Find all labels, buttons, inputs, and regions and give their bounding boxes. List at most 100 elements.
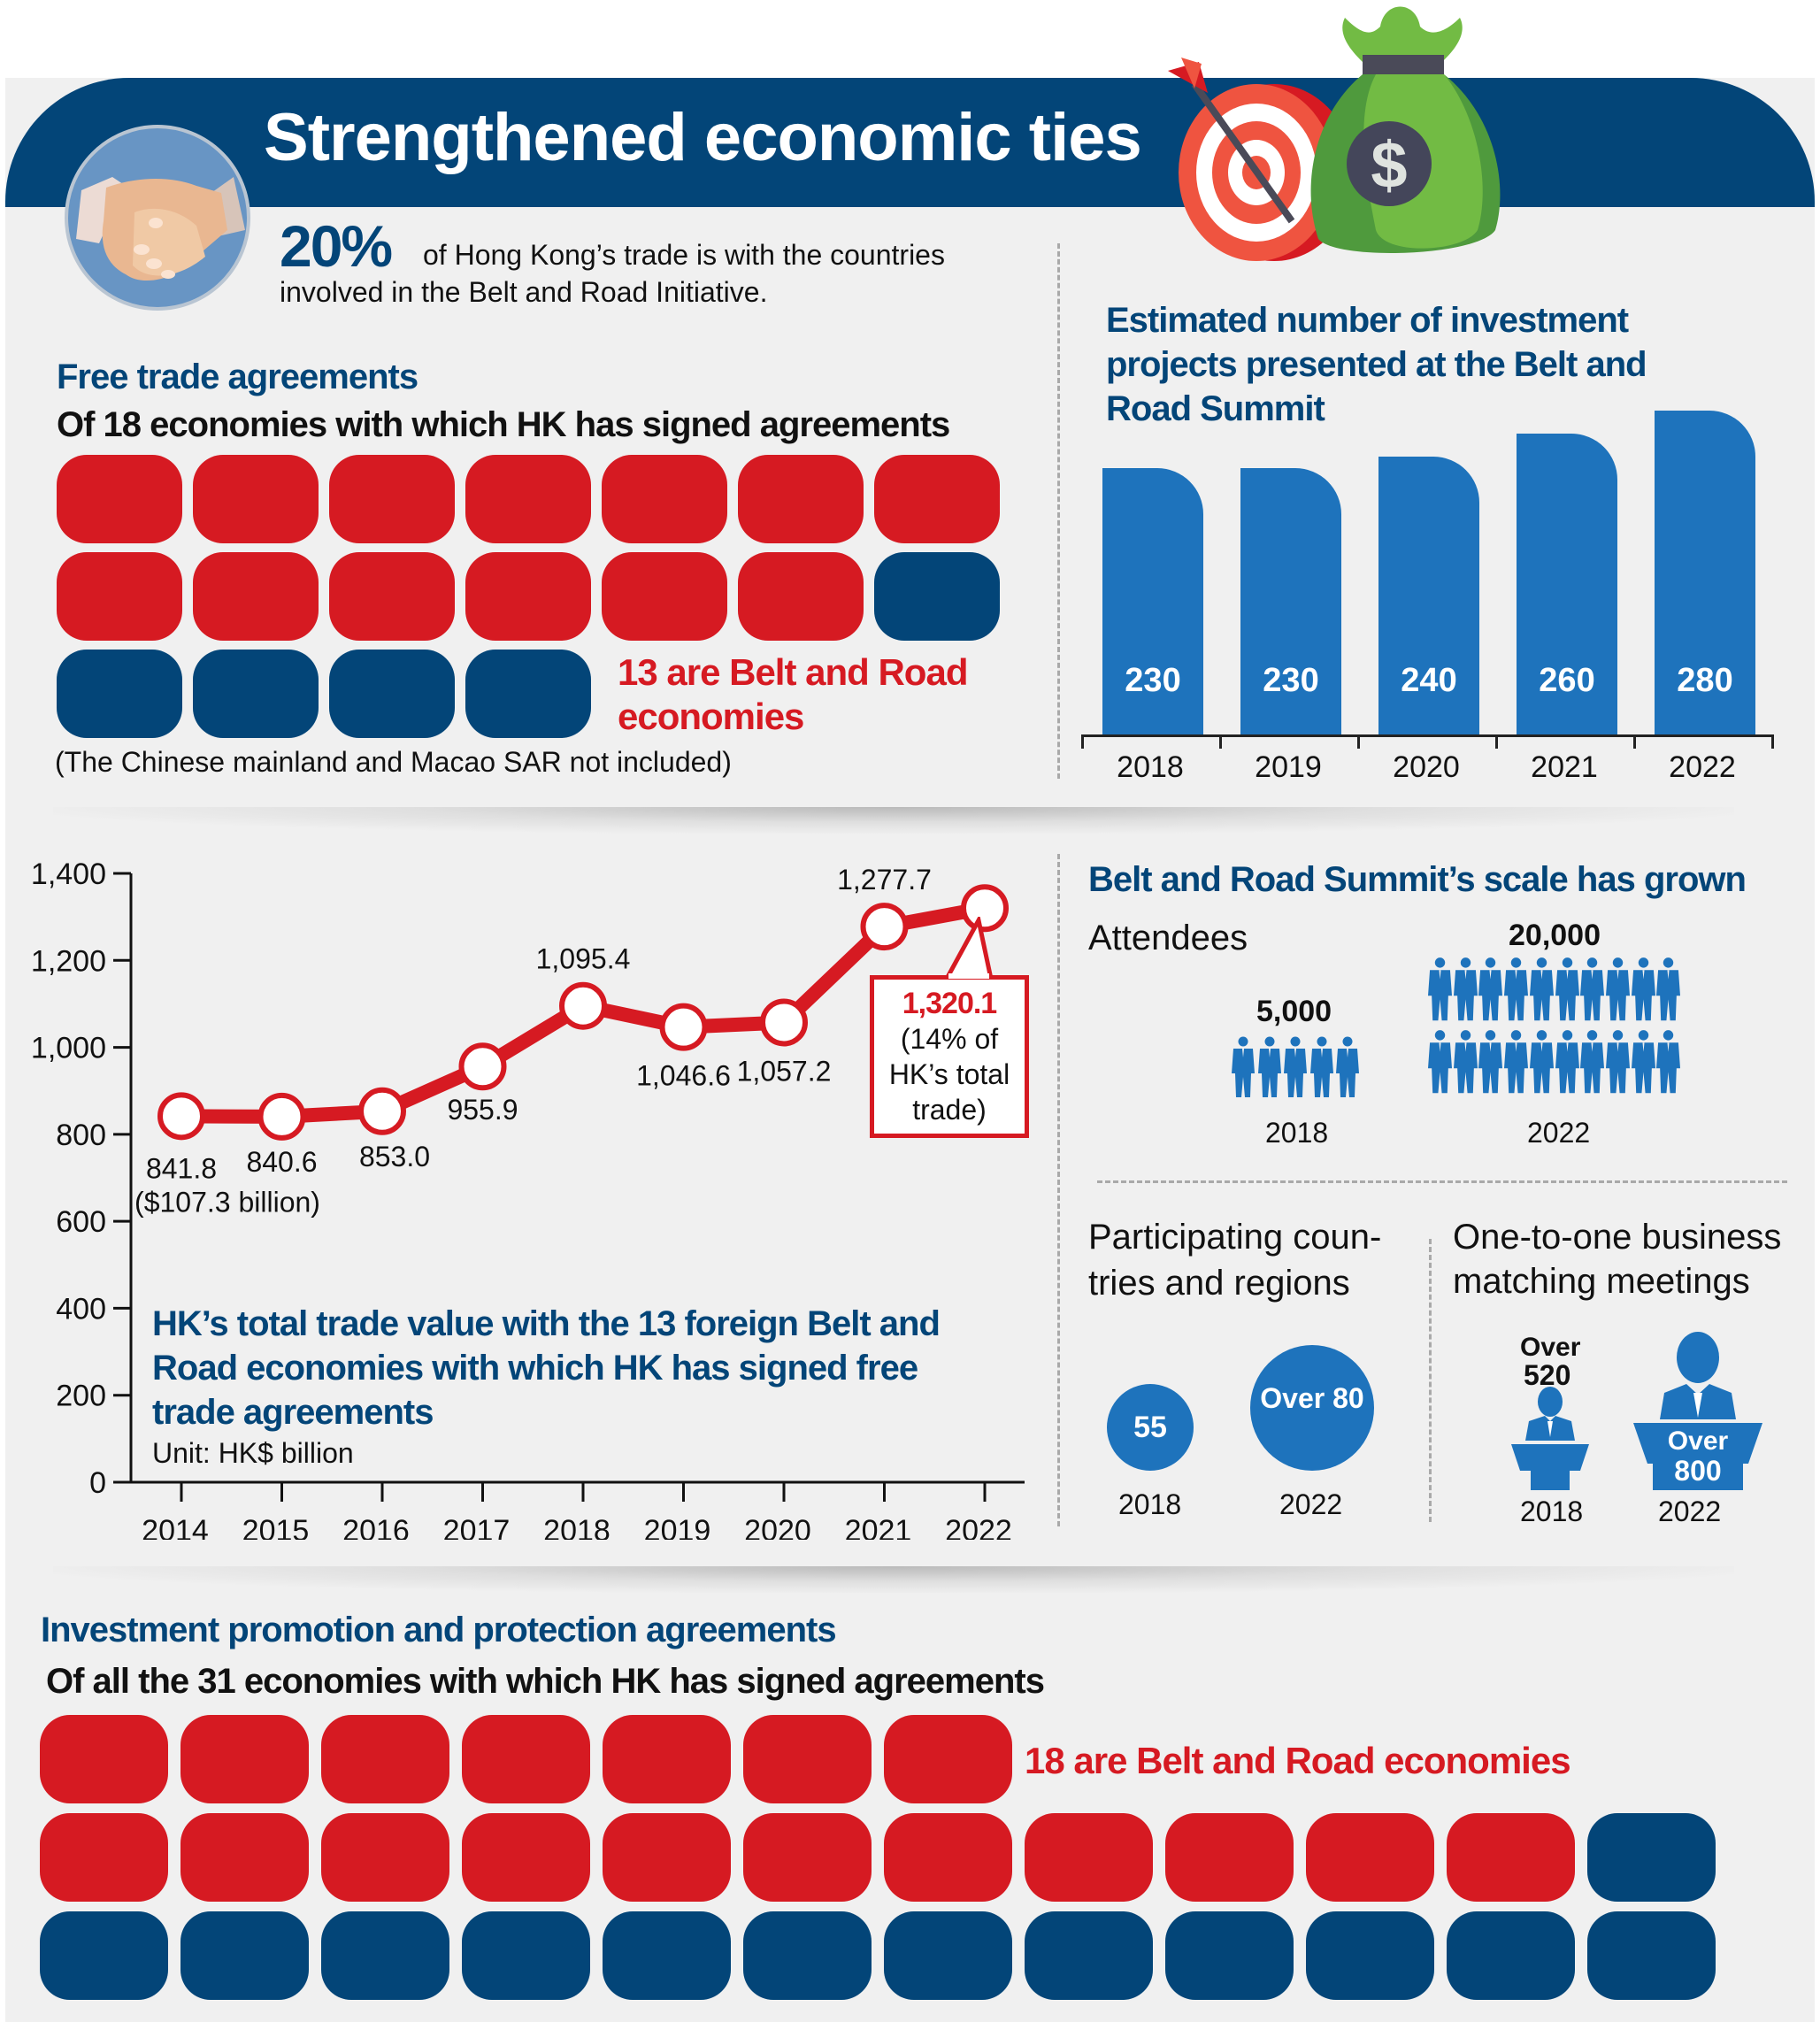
x-tick-label: 2022 bbox=[945, 1514, 1012, 1540]
belt-road-economy-tile bbox=[1165, 1813, 1294, 1902]
countries-2022-year: 2022 bbox=[1279, 1488, 1343, 1520]
belt-road-economy-tile bbox=[40, 1715, 168, 1803]
divider-top bbox=[1057, 243, 1060, 779]
other-economy-tile bbox=[180, 1911, 309, 2000]
countries-label-line1: Participating coun- bbox=[1088, 1218, 1382, 1257]
bar-2020: 240 bbox=[1378, 457, 1479, 734]
person-icon bbox=[1529, 1028, 1554, 1100]
attendees-2022-icons bbox=[1428, 956, 1693, 1106]
belt-road-economy-tile bbox=[321, 1813, 449, 1902]
belt-road-economy-tile bbox=[603, 1813, 731, 1902]
fta-heading: Free trade agreements bbox=[57, 358, 419, 396]
person-icon bbox=[1309, 1034, 1333, 1105]
bar-value-label: 260 bbox=[1539, 661, 1595, 699]
belt-road-economy-tile bbox=[465, 455, 591, 543]
summit-divider bbox=[1097, 1180, 1787, 1183]
belt-road-economy-tile bbox=[738, 552, 864, 641]
belt-road-economy-tile bbox=[462, 1715, 590, 1803]
bar-chart-title-line2: projects presented at the Belt and bbox=[1106, 345, 1647, 384]
x-tick-label: 2019 bbox=[644, 1514, 711, 1540]
data-label-2020: 1,057.2 bbox=[737, 1055, 832, 1087]
bar-chart: 230 230 240 260 280 2018 2019 2020 2021 2022 bbox=[1081, 354, 1780, 796]
bar-2021: 260 bbox=[1517, 434, 1617, 734]
callout-value: 1,320.1 bbox=[902, 987, 997, 1020]
belt-road-economy-tile bbox=[465, 552, 591, 641]
ippa-callout: 18 are Belt and Road economies bbox=[1025, 1740, 1571, 1781]
bar-x-tick-label: 2021 bbox=[1531, 750, 1598, 784]
fta-note: (The Chinese mainland and Macao SAR not … bbox=[55, 746, 732, 778]
meetings-2022-value-line2: 800 bbox=[1674, 1455, 1722, 1487]
bar-value-label: 240 bbox=[1401, 661, 1457, 699]
bar-value-label: 280 bbox=[1677, 662, 1733, 699]
podium-speaker-icon-2022: Over 800 bbox=[1633, 1331, 1762, 1492]
other-economy-tile bbox=[321, 1911, 449, 2000]
bar-x-tick bbox=[1357, 734, 1360, 749]
bar-chart-title-line1: Estimated number of investment bbox=[1106, 301, 1629, 340]
belt-road-economy-tile bbox=[743, 1715, 872, 1803]
summit-heading: Belt and Road Summit’s scale has grown bbox=[1088, 860, 1747, 899]
belt-road-economy-tile bbox=[40, 1813, 168, 1902]
ippa-subheading: Of all the 31 economies with which HK ha… bbox=[46, 1662, 1045, 1701]
bar-x-tick-label: 2020 bbox=[1393, 750, 1460, 784]
data-point-2021 bbox=[860, 903, 909, 951]
intro-text-line2: involved in the Belt and Road Initiative… bbox=[280, 276, 768, 308]
intro-percent: 20% bbox=[280, 213, 393, 279]
person-icon bbox=[1580, 1028, 1605, 1100]
belt-road-economy-tile bbox=[57, 455, 182, 543]
bar-2022: 280 bbox=[1655, 411, 1755, 734]
data-point-2022 bbox=[961, 884, 1009, 933]
meetings-2018-value-line1: Over bbox=[1520, 1333, 1581, 1362]
person-icon bbox=[1656, 1028, 1681, 1100]
bar-x-axis bbox=[1081, 734, 1771, 737]
meetings-2022-value-line1: Over bbox=[1667, 1426, 1729, 1456]
page-title: Strengthened economic ties bbox=[264, 100, 1142, 175]
other-economy-tile bbox=[465, 650, 591, 738]
other-economy-tile bbox=[743, 1911, 872, 2000]
data-label-2017: 955.9 bbox=[447, 1094, 518, 1126]
ippa-heading: Investment promotion and protection agre… bbox=[41, 1611, 837, 1649]
intro-text-line1: of Hong Kong’s trade is with the countri… bbox=[423, 239, 945, 271]
countries-2022-value: Over 80 bbox=[1260, 1381, 1364, 1414]
belt-road-economy-tile bbox=[462, 1813, 590, 1902]
person-icon bbox=[1605, 956, 1630, 1027]
belt-road-economy-tile bbox=[193, 455, 319, 543]
section-divider-1 bbox=[53, 807, 1734, 834]
person-icon bbox=[1580, 956, 1605, 1027]
person-icon bbox=[1529, 956, 1554, 1027]
person-icon bbox=[1478, 956, 1503, 1027]
meetings-2018-year: 2018 bbox=[1520, 1495, 1584, 1527]
person-icon bbox=[1428, 956, 1452, 1027]
title-banner bbox=[5, 78, 1815, 207]
other-economy-tile bbox=[603, 1911, 731, 2000]
other-economy-tile bbox=[462, 1911, 590, 2000]
x-tick-label: 2020 bbox=[744, 1514, 811, 1540]
line-chart-title-line3: trade agreements bbox=[152, 1393, 434, 1432]
line-chart-unit: Unit: HK$ billion bbox=[152, 1437, 354, 1469]
bar-x-tick bbox=[1081, 734, 1084, 749]
attendees-label: Attendees bbox=[1088, 919, 1248, 957]
line-chart: 0 200 400 600 800 1,000 1,200 1,400 2014 2015 2016… bbox=[31, 857, 1025, 1540]
y-tick-label: 0 bbox=[89, 1466, 106, 1500]
data-label-2014: 841.8 bbox=[146, 1152, 217, 1184]
other-economy-tile bbox=[1587, 1813, 1716, 1902]
callout-pointer bbox=[944, 917, 994, 979]
data-point-2016 bbox=[358, 1087, 406, 1135]
belt-road-economy-tile bbox=[1306, 1813, 1434, 1902]
x-tick-label: 2017 bbox=[443, 1514, 511, 1540]
data-label-2015: 840.6 bbox=[246, 1146, 317, 1178]
callout-note-line1: (14% of bbox=[900, 1023, 999, 1055]
podium-speaker-icon-2018 bbox=[1509, 1386, 1591, 1492]
other-economy-tile bbox=[1306, 1911, 1434, 2000]
handshake-icon bbox=[64, 124, 251, 311]
y-tick-label: 1,200 bbox=[31, 944, 106, 978]
belt-road-economy-tile bbox=[884, 1813, 1012, 1902]
target-icon bbox=[1159, 53, 1380, 265]
bar-chart-title-line3: Road Summit bbox=[1106, 389, 1325, 428]
bar-x-tick-label: 2019 bbox=[1255, 750, 1322, 784]
money-bag-icon: $ bbox=[1301, 0, 1504, 265]
other-economy-tile bbox=[884, 1911, 1012, 2000]
attendees-2018-value: 5,000 bbox=[1256, 995, 1332, 1028]
other-economy-tile bbox=[1447, 1911, 1575, 2000]
belt-road-economy-tile bbox=[1025, 1813, 1153, 1902]
attendees-2022-year: 2022 bbox=[1527, 1117, 1591, 1149]
